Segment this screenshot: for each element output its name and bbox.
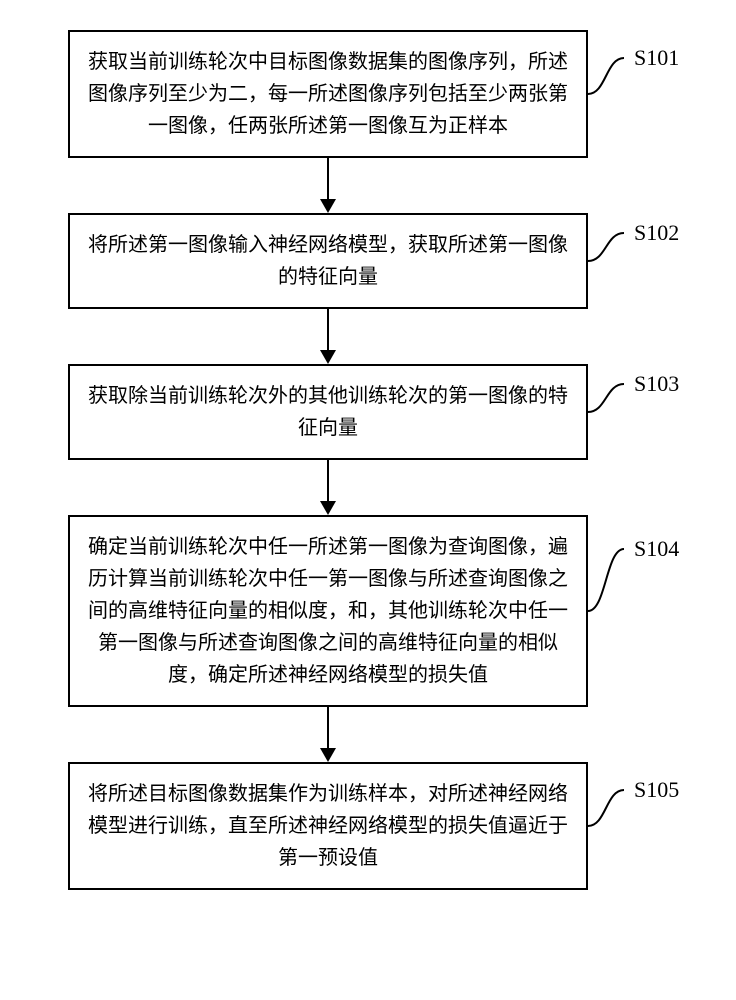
flowchart-node-s102: 将所述第一图像输入神经网络模型，获取所述第一图像的特征向量 xyxy=(68,213,588,309)
flowchart-row: 获取当前训练轮次中目标图像数据集的图像序列，所述图像序列至少为二，每一所述图像序… xyxy=(20,30,716,158)
label-connector xyxy=(588,526,624,696)
arrow-line xyxy=(327,309,329,350)
label-connector xyxy=(588,771,624,881)
flowchart-row: 确定当前训练轮次中任一所述第一图像为查询图像，遍历计算当前训练轮次中任一第一图像… xyxy=(20,515,716,707)
arrow-line xyxy=(327,158,329,199)
arrow-down-icon xyxy=(320,460,336,515)
arrow-down-icon xyxy=(320,309,336,364)
node-text: 获取除当前训练轮次外的其他训练轮次的第一图像的特征向量 xyxy=(86,380,570,444)
flowchart-node-s103: 获取除当前训练轮次外的其他训练轮次的第一图像的特征向量 xyxy=(68,364,588,460)
node-text: 获取当前训练轮次中目标图像数据集的图像序列，所述图像序列至少为二，每一所述图像序… xyxy=(86,46,570,142)
node-text: 确定当前训练轮次中任一所述第一图像为查询图像，遍历计算当前训练轮次中任一第一图像… xyxy=(86,531,570,691)
flowchart-node-s105: 将所述目标图像数据集作为训练样本，对所述神经网络模型进行训练，直至所述神经网络模… xyxy=(68,762,588,890)
label-connector xyxy=(588,39,624,149)
node-label-s105: S105 xyxy=(624,777,679,803)
flowchart-row: 将所述第一图像输入神经网络模型，获取所述第一图像的特征向量 S102 xyxy=(20,213,716,309)
arrow-line xyxy=(327,460,329,501)
arrow-down-icon xyxy=(320,707,336,762)
node-label-s101: S101 xyxy=(624,45,679,71)
label-connector xyxy=(588,219,624,303)
node-text: 将所述目标图像数据集作为训练样本，对所述神经网络模型进行训练，直至所述神经网络模… xyxy=(86,778,570,874)
label-connector xyxy=(588,370,624,454)
flowchart-node-s104: 确定当前训练轮次中任一所述第一图像为查询图像，遍历计算当前训练轮次中任一第一图像… xyxy=(68,515,588,707)
arrow-head-icon xyxy=(320,748,336,762)
flowchart-node-s101: 获取当前训练轮次中目标图像数据集的图像序列，所述图像序列至少为二，每一所述图像序… xyxy=(68,30,588,158)
node-label-s102: S102 xyxy=(624,220,679,246)
node-label-s104: S104 xyxy=(624,536,679,562)
node-label-s103: S103 xyxy=(624,371,679,397)
arrow-head-icon xyxy=(320,350,336,364)
flowchart-container: 获取当前训练轮次中目标图像数据集的图像序列，所述图像序列至少为二，每一所述图像序… xyxy=(20,30,716,890)
arrow-head-icon xyxy=(320,199,336,213)
arrow-head-icon xyxy=(320,501,336,515)
flowchart-row: 获取除当前训练轮次外的其他训练轮次的第一图像的特征向量 S103 xyxy=(20,364,716,460)
arrow-down-icon xyxy=(320,158,336,213)
node-text: 将所述第一图像输入神经网络模型，获取所述第一图像的特征向量 xyxy=(86,229,570,293)
arrow-line xyxy=(327,707,329,748)
flowchart-row: 将所述目标图像数据集作为训练样本，对所述神经网络模型进行训练，直至所述神经网络模… xyxy=(20,762,716,890)
